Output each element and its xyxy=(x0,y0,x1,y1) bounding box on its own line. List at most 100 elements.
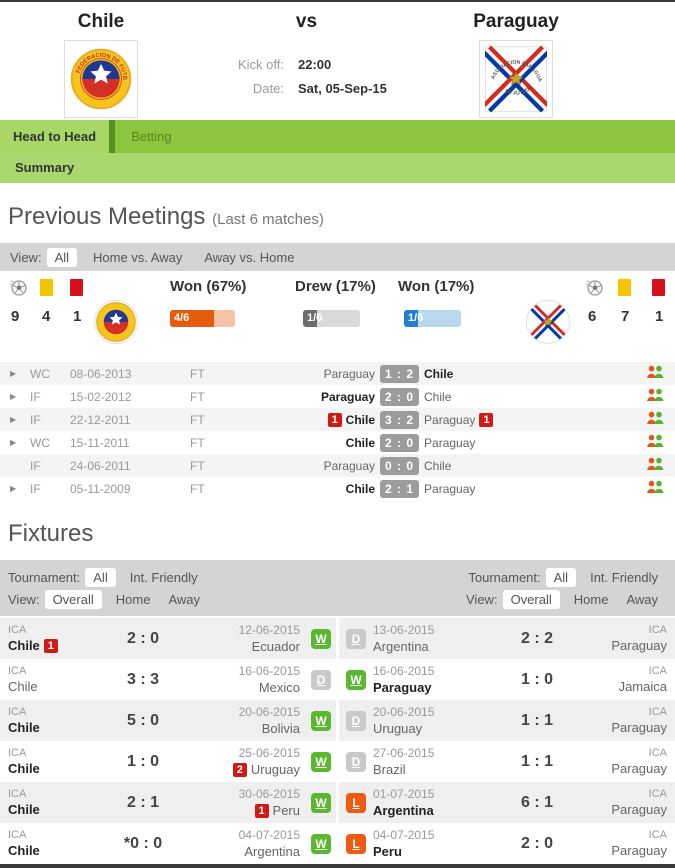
result-badge: D xyxy=(311,669,331,690)
tab-head-to-head[interactable]: Head to Head xyxy=(0,120,110,153)
previous-meetings-title: Previous Meetings (Last 6 matches) xyxy=(8,203,675,231)
result-badge: W xyxy=(311,751,331,772)
expand-arrow-icon[interactable]: ▶ xyxy=(10,392,17,401)
pm-view-all[interactable]: All xyxy=(46,247,78,267)
expand-arrow-icon[interactable]: ▶ xyxy=(10,369,17,378)
chile-yellow-cards: 4 xyxy=(42,308,51,325)
tournament-all[interactable]: All xyxy=(545,567,577,587)
result-badge: D xyxy=(346,710,366,731)
team-name: Chile xyxy=(8,638,40,653)
fixtures-filter-bar: Tournament: All Int. Friendly View: Over… xyxy=(0,560,675,616)
fixture-date: 30-06-2015 xyxy=(238,787,300,801)
fixture-row: D 20-06-2015 Uruguay 1 : 1 ICA Paraguay xyxy=(339,700,675,741)
score-pill: 3 : 2 xyxy=(380,410,420,429)
bar-value: 4/6 xyxy=(174,312,190,324)
tournament-int-friendly[interactable]: Int. Friendly xyxy=(129,569,198,585)
lineups-icon[interactable] xyxy=(631,457,675,474)
bar-group-paraguay-won: Won (17%) 1/6 xyxy=(398,278,488,327)
expand-arrow-icon[interactable]: ▶ xyxy=(10,484,17,493)
fixture-date: 04-07-2015 xyxy=(373,828,435,842)
home-team-block: Chile FEDERACION DE FUTBOL DE CHILE xyxy=(0,11,202,120)
fixture-row: W 16-06-2015 Paraguay 1 : 0 ICA Jamaica xyxy=(339,659,675,700)
fixture-row: ICA Chile *0 : 0 04-07-2015 Argentina W xyxy=(0,823,336,864)
match-status: FT xyxy=(190,458,205,473)
fixture-row: D 27-06-2015 Brazil 1 : 1 ICA Paraguay xyxy=(339,741,675,782)
pm-view-away-home[interactable]: Away vs. Home xyxy=(204,249,295,265)
chile-mini-crest-icon xyxy=(94,300,138,344)
prev-meeting-row[interactable]: ▶ IF 05-11-2009 FT Chile 2 : 1 Paraguay xyxy=(0,477,675,500)
lineups-icon[interactable] xyxy=(631,388,675,405)
lineups-icon[interactable] xyxy=(631,365,675,382)
bar-label-drew: Drew (17%) xyxy=(295,278,376,295)
tournament-label: Tournament: xyxy=(8,569,81,585)
match-date: 15-11-2011 xyxy=(70,435,130,450)
score-pill: 1 : 2 xyxy=(380,364,420,383)
view-away[interactable]: Away xyxy=(168,591,200,607)
competition-code: ICA xyxy=(648,665,667,677)
competition-code: WC xyxy=(30,366,50,381)
fixture-date: 13-06-2015 xyxy=(373,623,435,637)
view-overall[interactable]: Overall xyxy=(502,589,560,609)
chile-goals: 9 xyxy=(11,308,20,325)
prev-meeting-row[interactable]: ▶ WC 08-06-2013 FT Paraguay 1 : 2 Chile xyxy=(0,362,675,385)
team-name: Chile xyxy=(8,843,40,858)
match-status: FT xyxy=(190,366,205,381)
home-team: Chile xyxy=(345,435,375,450)
home-team: Paraguay xyxy=(323,458,375,473)
expand-arrow-icon[interactable]: ▶ xyxy=(10,438,17,447)
bar-track: 1/6 xyxy=(303,310,360,327)
red-card-count: 1 xyxy=(479,412,494,427)
lineups-icon[interactable] xyxy=(631,411,675,428)
lineups-icon[interactable] xyxy=(631,480,675,497)
tournament-int-friendly[interactable]: Int. Friendly xyxy=(590,569,658,585)
competition-code: WC xyxy=(30,435,50,450)
score-pill: 0 : 0 xyxy=(380,456,420,475)
opponent-name: Argentina xyxy=(244,844,300,859)
match-date: 24-06-2011 xyxy=(70,458,131,473)
result-badge: D xyxy=(346,751,366,772)
tournament-all[interactable]: All xyxy=(85,567,116,587)
kickoff-time: 22:00 xyxy=(298,57,332,72)
prev-meeting-row[interactable]: ▶ WC 15-11-2011 FT Chile 2 : 0 Paraguay xyxy=(0,431,675,454)
opponent-name: Paraguay xyxy=(611,638,667,653)
column-divider xyxy=(336,618,339,864)
yellow-card-icon xyxy=(40,279,53,296)
fixture-row: ICA Chile 5 : 0 20-06-2015 Bolivia W xyxy=(0,700,336,741)
pm-view-label: View: xyxy=(10,249,42,265)
tab-betting[interactable]: Betting xyxy=(131,129,172,144)
team-name: Argentina xyxy=(373,803,434,818)
result-badge: W xyxy=(311,710,331,731)
view-label: View: xyxy=(8,591,40,607)
competition-code: ICA xyxy=(648,747,667,759)
opponent-name: Ecuador xyxy=(251,639,300,654)
competition-code: ICA xyxy=(8,624,27,636)
fixture-row: L 01-07-2015 Argentina 6 : 1 ICA Paragua… xyxy=(339,782,675,823)
home-team: Paraguay xyxy=(323,366,375,381)
match-status: FT xyxy=(190,435,205,450)
view-overall[interactable]: Overall xyxy=(44,589,102,609)
fixture-date: 27-06-2015 xyxy=(373,746,435,760)
opponent-name: Paraguay xyxy=(611,843,667,858)
fixture-score: 2 : 0 xyxy=(520,834,553,852)
lineups-icon[interactable] xyxy=(631,434,675,451)
pm-view-home-away[interactable]: Home vs. Away xyxy=(93,249,183,265)
fixture-score: 2 : 2 xyxy=(520,629,553,647)
view-home[interactable]: Home xyxy=(115,591,151,607)
opponent-name: Mexico xyxy=(258,680,300,695)
view-away[interactable]: Away xyxy=(626,591,658,607)
result-badge: W xyxy=(311,628,331,649)
view-home[interactable]: Home xyxy=(573,591,609,607)
summary-section-header[interactable]: Summary xyxy=(0,153,675,183)
bar-value: 1/6 xyxy=(408,312,424,324)
yellow-card-icon xyxy=(618,279,631,296)
prev-meeting-row[interactable]: ▶ IF 15-02-2012 FT Paraguay 2 : 0 Chile xyxy=(0,385,675,408)
goals-icon xyxy=(8,278,28,302)
prev-meeting-row[interactable]: ▶ IF 22-12-2011 FT 1 Chile 3 : 2 Paraguay… xyxy=(0,408,675,431)
view-label: View: xyxy=(466,591,498,607)
expand-arrow-icon[interactable]: ▶ xyxy=(10,415,17,424)
opponent-name: Paraguay xyxy=(611,802,667,817)
home-team-name: Chile xyxy=(77,11,125,32)
fixtures-filter-right: Tournament: All Int. Friendly View: Over… xyxy=(458,560,675,616)
away-team: Paraguay xyxy=(424,481,476,496)
prev-meeting-row[interactable]: IF 24-06-2011 FT Paraguay 0 : 0 Chile xyxy=(0,454,675,477)
